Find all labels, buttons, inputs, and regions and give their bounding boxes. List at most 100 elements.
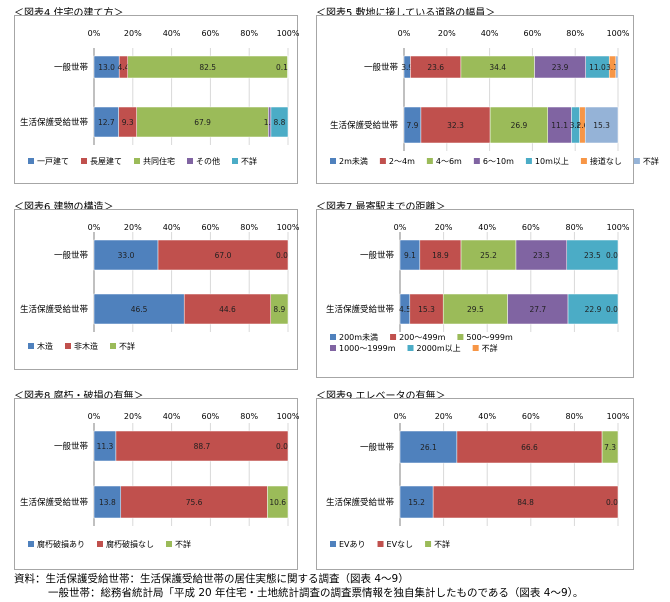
bar-segment	[566, 239, 619, 271]
x-tick-label: 0%	[394, 223, 407, 232]
bar-segment	[456, 430, 603, 464]
category-label: 生活保護受給世帯	[20, 117, 89, 128]
legend-swatch	[525, 158, 532, 164]
data-label: 11.0	[589, 63, 606, 72]
data-label: 13.8	[99, 498, 116, 507]
legend-swatch	[457, 334, 464, 340]
data-label: 0.1	[276, 63, 288, 72]
data-label: 4.5	[399, 305, 411, 314]
legend-swatch	[473, 158, 480, 164]
bar-segment	[419, 239, 462, 271]
chart-title: ＜図表4 住宅の建て方＞	[14, 8, 124, 19]
x-tick-label: 80%	[240, 412, 258, 421]
legend-swatch	[28, 343, 34, 349]
data-label: 26.9	[511, 121, 528, 130]
legend-swatch	[28, 158, 34, 164]
x-tick-label: 40%	[481, 29, 499, 38]
x-tick-label: 60%	[522, 223, 540, 232]
x-tick-label: 0%	[88, 412, 101, 421]
bar-segment	[115, 430, 289, 462]
data-label: 23.5	[584, 251, 601, 260]
data-label: 44.6	[219, 305, 236, 314]
x-tick-label: 100%	[277, 223, 300, 232]
x-tick-label: 100%	[277, 412, 300, 421]
x-tick-label: 0%	[88, 29, 101, 38]
data-label: 25.2	[480, 251, 497, 260]
data-label: 32.3	[447, 121, 464, 130]
bar-segment	[460, 239, 517, 271]
data-label: 88.7	[194, 442, 211, 451]
legend-label: 腐朽破損あり	[37, 539, 85, 549]
x-tick-label: 60%	[202, 412, 220, 421]
bar-segment	[93, 485, 122, 519]
legend-swatch	[425, 541, 432, 547]
x-tick-label: 0%	[88, 223, 101, 232]
bar-segment	[93, 293, 185, 325]
chart-title: ＜図表8 腐朽・破損の有無＞	[14, 391, 144, 402]
legend-swatch	[97, 541, 103, 547]
legend-label: 500～999m	[466, 333, 513, 342]
x-tick-label: 20%	[435, 223, 453, 232]
data-label: 2.6	[576, 121, 588, 130]
category-label: 一般世帯	[54, 62, 89, 73]
data-label: 23.9	[552, 63, 569, 72]
legend-swatch	[407, 345, 414, 351]
bar-segment	[270, 106, 289, 138]
category-label: 生活保護受給世帯	[20, 497, 89, 508]
legend-swatch	[134, 158, 140, 164]
data-label: 0.0	[276, 251, 288, 260]
x-tick-label: 100%	[607, 223, 630, 232]
data-label: 11.1	[551, 121, 568, 130]
data-label: 0.0	[606, 251, 618, 260]
bar-segment	[120, 485, 268, 519]
legend-swatch	[330, 334, 336, 340]
legend-label: 長屋建て	[90, 156, 122, 166]
legend-swatch	[330, 541, 336, 547]
data-label: 15.3	[418, 305, 435, 314]
data-label: 23.6	[427, 63, 444, 72]
x-tick-label: 80%	[566, 223, 584, 232]
category-label: 一般世帯	[360, 250, 395, 261]
data-label: 15.2	[408, 498, 425, 507]
data-label: 3.8	[570, 121, 582, 130]
legend-swatch	[65, 343, 71, 349]
data-label: 15.3	[593, 121, 610, 130]
data-label: 82.5	[199, 63, 216, 72]
legend-label: EVなし	[387, 540, 414, 549]
category-label: 生活保護受給世帯	[326, 304, 395, 315]
data-label: 22.9	[585, 305, 602, 314]
x-tick-label: 40%	[163, 223, 181, 232]
data-label: 75.6	[186, 498, 203, 507]
bar-segment	[584, 106, 619, 144]
chart-frame	[316, 398, 634, 570]
x-tick-label: 80%	[240, 223, 258, 232]
data-label: 46.5	[131, 305, 148, 314]
legend-label: 不詳	[175, 539, 191, 549]
data-label: 7.3	[604, 443, 616, 452]
legend-swatch	[426, 158, 433, 164]
legend-label: 2～4m	[389, 157, 415, 166]
source-note-line-1: 資料：生活保護受給世帯：生活保護受給世帯の居住実態に関する調査（図表 4～9）	[14, 573, 409, 585]
data-label: 9.3	[122, 118, 134, 127]
x-tick-label: 0%	[398, 29, 411, 38]
x-tick-label: 40%	[478, 412, 496, 421]
bar-segment	[567, 293, 619, 325]
x-tick-label: 80%	[240, 29, 258, 38]
data-label: 13.0	[98, 63, 115, 72]
legend-label: その他	[196, 156, 220, 166]
data-label: 27.7	[529, 305, 546, 314]
legend-swatch	[633, 158, 640, 164]
legend-label: 不詳	[119, 341, 135, 351]
chart-frame	[316, 15, 634, 184]
x-tick-label: 60%	[202, 29, 220, 38]
category-label: 生活保護受給世帯	[326, 497, 395, 508]
legend-label: 共同住宅	[143, 156, 175, 166]
data-label: 84.8	[517, 498, 534, 507]
x-tick-label: 40%	[478, 223, 496, 232]
x-tick-label: 20%	[124, 412, 142, 421]
bar-segment	[432, 485, 619, 519]
data-label: 67.0	[215, 251, 232, 260]
